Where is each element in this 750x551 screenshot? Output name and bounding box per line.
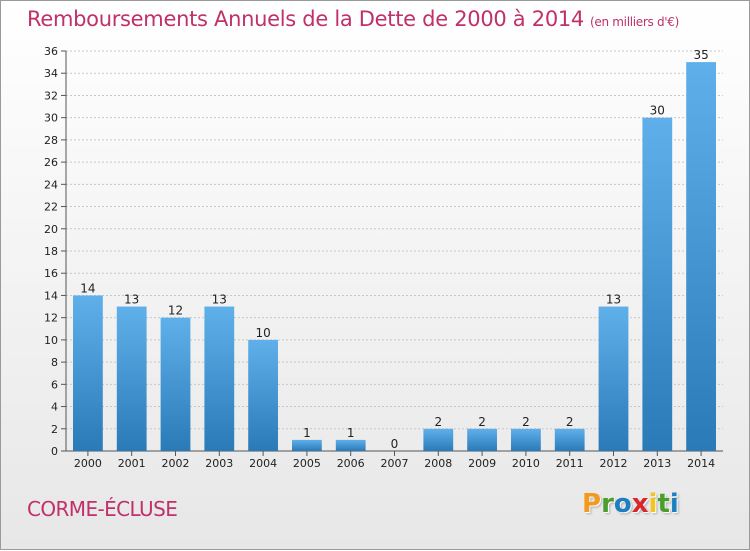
bars [73, 62, 716, 452]
bar [467, 428, 497, 451]
x-tick-label: 2003 [205, 457, 233, 470]
y-tick-label: 24 [44, 178, 58, 191]
bar-value-label: 2 [522, 415, 530, 429]
bar-value-label: 14 [80, 281, 95, 295]
y-tick-label: 18 [44, 245, 58, 258]
bar [598, 306, 629, 451]
y-tick-label: 32 [44, 89, 58, 102]
bar-value-label: 0 [391, 437, 399, 451]
bar-value-label: 1 [303, 426, 311, 440]
y-tick-label: 8 [51, 356, 58, 369]
y-tick-label: 36 [44, 45, 58, 58]
bar [116, 306, 147, 451]
x-tick-label: 2008 [424, 457, 452, 470]
bar-value-label: 12 [168, 304, 183, 318]
x-tick-label: 2001 [118, 457, 146, 470]
bar [511, 428, 541, 451]
x-tick-labels: 2000 2001 2002 2003 2004 2005 2006 2007 2008 2009… [74, 457, 715, 470]
x-tick-label: 2007 [381, 457, 409, 470]
bar [73, 295, 103, 451]
y-tick-label: 6 [51, 378, 58, 391]
x-tick-label: 2012 [600, 457, 628, 470]
y-tick-label: 2 [51, 423, 58, 436]
x-tick-label: 2000 [74, 457, 102, 470]
y-tick-label: 22 [44, 201, 58, 214]
y-tick-label: 20 [44, 223, 58, 236]
y-tick-label: 26 [44, 156, 58, 169]
bar-value-label: 10 [255, 326, 270, 340]
bar-value-label: 13 [212, 293, 227, 307]
x-tick-label: 2002 [162, 457, 190, 470]
x-tick-label: 2011 [556, 457, 584, 470]
proxiti-logo: Proxiti [582, 489, 679, 519]
bar [204, 306, 235, 451]
logo-letter: t [657, 489, 670, 519]
x-tick-label: 2006 [337, 457, 365, 470]
logo-letter: o [613, 489, 632, 519]
bar [335, 439, 366, 451]
y-tick-label: 16 [44, 267, 58, 280]
bar-value-label: 30 [650, 104, 665, 118]
y-tick-label: 28 [44, 134, 58, 147]
bar [554, 428, 585, 451]
y-tick-label: 4 [51, 401, 58, 414]
logo-letter: r [601, 489, 614, 519]
bar-value-label: 13 [124, 293, 139, 307]
logo-letter: i [648, 489, 658, 519]
x-tick-label: 2010 [512, 457, 540, 470]
y-tick-label: 14 [44, 289, 58, 302]
logo-letter: P [582, 489, 602, 519]
chart-unit: (en milliers d'€) [590, 15, 680, 29]
bar [292, 439, 322, 451]
bar-value-label: 35 [693, 48, 708, 62]
x-tick-label: 2014 [687, 457, 715, 470]
x-tick-label: 2009 [468, 457, 496, 470]
y-tick-label: 0 [51, 445, 58, 458]
bar-value-label: 2 [478, 415, 486, 429]
bar-value-label: 13 [606, 293, 621, 307]
y-tick-label: 10 [44, 334, 58, 347]
bar-value-label: 1 [347, 426, 355, 440]
bar [160, 317, 191, 451]
bar-value-label: 2 [434, 415, 442, 429]
chart-title: Remboursements Annuels de la Dette de 20… [27, 7, 679, 31]
bar [642, 117, 673, 452]
chart-title-text: Remboursements Annuels de la Dette de 20… [27, 7, 584, 31]
x-tick-label: 2004 [249, 457, 277, 470]
logo-letter: x [631, 489, 649, 519]
bar [423, 428, 454, 451]
y-tick-label: 30 [44, 112, 58, 125]
bar [686, 62, 716, 451]
commune-name: CORME-ÉCLUSE [27, 497, 178, 521]
logo-letter: i [669, 489, 679, 519]
y-tick-label: 12 [44, 312, 58, 325]
x-tick-label: 2005 [293, 457, 321, 470]
y-tick-label: 34 [44, 67, 58, 80]
bar-value-label: 2 [566, 415, 574, 429]
bar [248, 339, 278, 451]
x-tick-label: 2013 [643, 457, 671, 470]
